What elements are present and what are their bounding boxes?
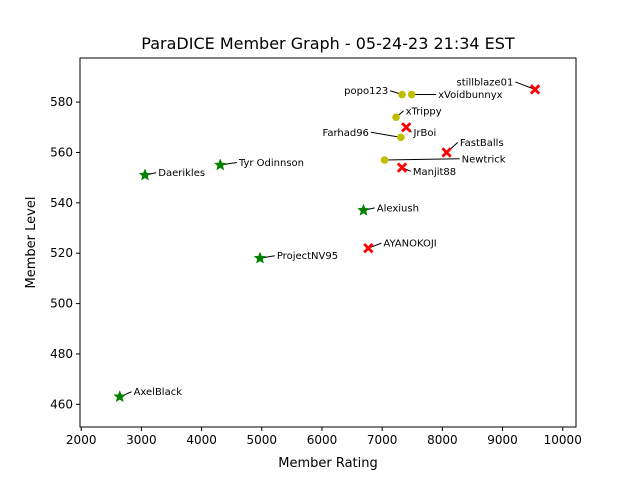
y-tick-label: 500 xyxy=(50,297,73,311)
point-label: Daerikles xyxy=(158,168,205,179)
circle-marker xyxy=(392,113,400,121)
point-label: Tyr Odinnson xyxy=(238,158,304,169)
point-label: Alexiush xyxy=(377,203,419,214)
x-tick-label: 7000 xyxy=(367,433,398,447)
circle-marker xyxy=(407,90,416,99)
cross-marker xyxy=(441,147,452,158)
y-tick-label: 560 xyxy=(50,145,73,159)
point-label: AxelBlack xyxy=(134,387,183,398)
x-tick-label: 9000 xyxy=(487,433,518,447)
x-tick-label: 5000 xyxy=(247,433,278,447)
y-tick-label: 520 xyxy=(50,246,73,260)
point-label: AYANOKOJI xyxy=(383,239,436,250)
plot-frame xyxy=(79,57,577,428)
point-label: popo123 xyxy=(344,86,388,97)
x-tick-label: 6000 xyxy=(307,433,338,447)
point-label: Newtrick xyxy=(462,154,506,165)
star-marker xyxy=(138,168,152,181)
marker-layer xyxy=(113,84,541,403)
cross-marker xyxy=(396,162,408,173)
cross-marker xyxy=(363,242,374,254)
point-label: xVoidbunnyx xyxy=(438,90,503,101)
chart-title: ParaDICE Member Graph - 05-24-23 21:34 E… xyxy=(141,34,515,53)
annotation-leader-line xyxy=(384,158,460,161)
point-label: Manjit88 xyxy=(413,167,456,178)
star-marker xyxy=(113,390,127,403)
point-label: JrBoi xyxy=(412,128,436,139)
circle-marker xyxy=(398,90,406,99)
axis-ticks: 2000 3000 4000 5000 6000 7000 8000 9000 10000 460… xyxy=(50,95,582,447)
point-label: Farhad96 xyxy=(322,128,368,139)
y-tick-label: 580 xyxy=(50,95,73,109)
x-tick-label: 3000 xyxy=(126,433,157,447)
y-tick-label: 540 xyxy=(50,196,73,210)
y-axis-label: Member Level xyxy=(24,197,39,289)
y-tick-label: 460 xyxy=(50,397,73,411)
point-label: stillblaze01 xyxy=(457,77,514,88)
annotation-leader-line xyxy=(370,131,401,138)
y-tick-label: 480 xyxy=(50,347,73,361)
x-tick-label: 10000 xyxy=(544,433,582,447)
x-tick-label: 8000 xyxy=(427,433,458,447)
annotation-layer: Daerikles Tyr Odinnson ProjectNV95 Alexiush… xyxy=(119,77,536,398)
star-marker xyxy=(253,251,267,264)
star-marker xyxy=(357,203,370,216)
circle-marker xyxy=(397,133,405,142)
cross-marker xyxy=(529,84,541,95)
annotation-leader-line xyxy=(515,81,536,90)
star-marker xyxy=(213,158,227,171)
x-tick-label: 4000 xyxy=(186,433,217,447)
cross-marker xyxy=(401,122,412,133)
x-axis-label: Member Rating xyxy=(278,456,378,471)
circle-marker xyxy=(380,156,389,164)
x-tick-label: 2000 xyxy=(66,433,97,447)
point-label: ProjectNV95 xyxy=(277,251,338,262)
point-label: xTrippy xyxy=(406,106,442,117)
point-label: FastBalls xyxy=(460,138,504,149)
